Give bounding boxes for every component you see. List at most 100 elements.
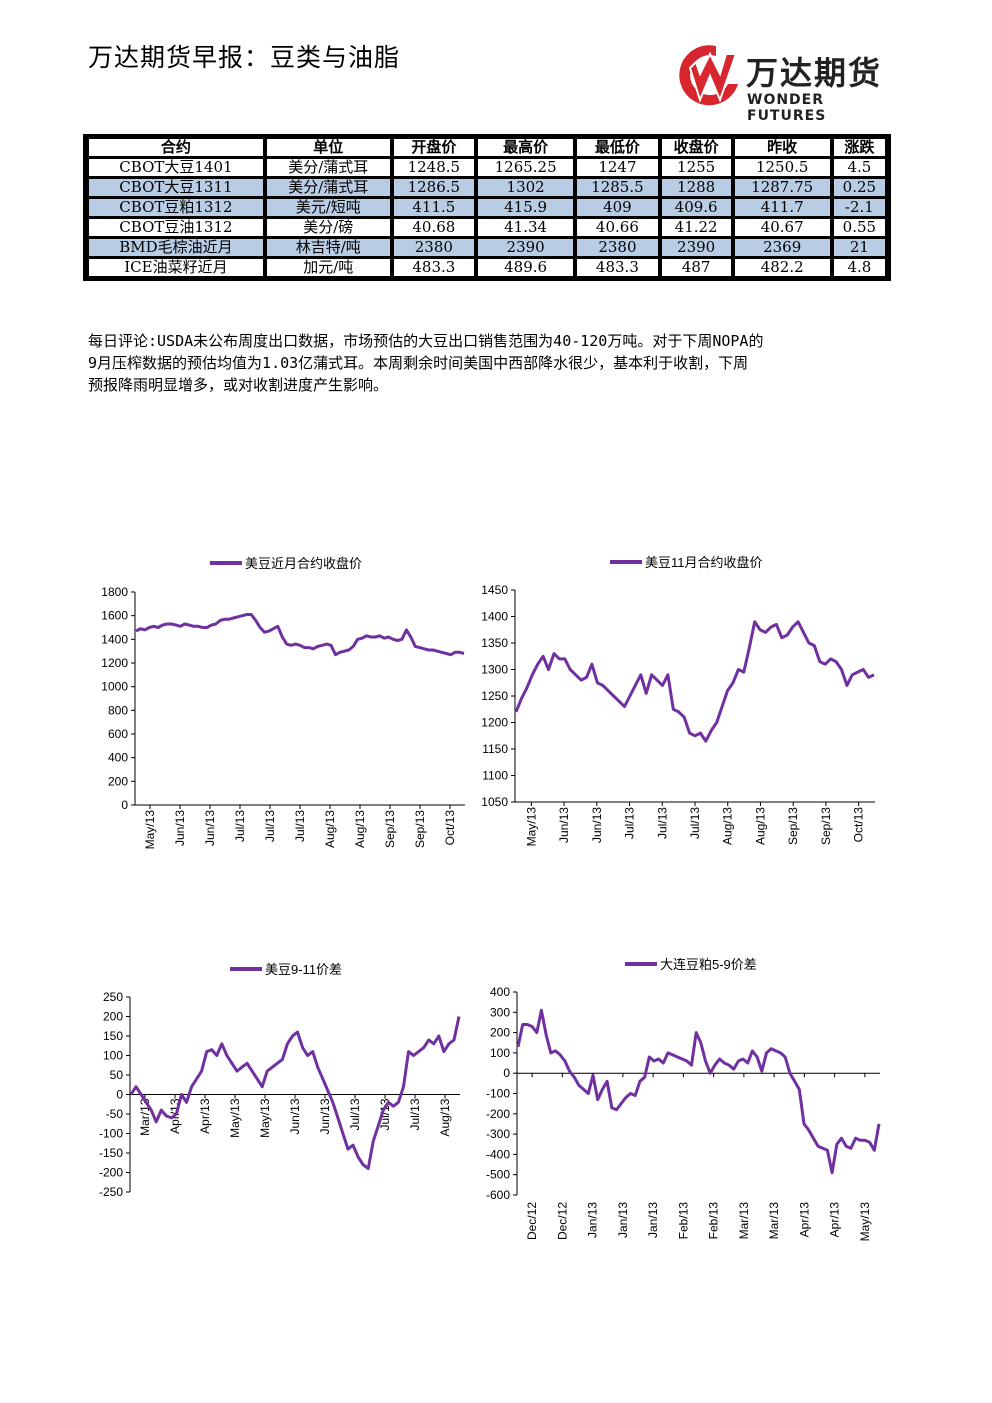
- header-change: 涨跌: [833, 139, 885, 156]
- x-tick-label: May/13: [228, 1098, 242, 1138]
- header-low: 最低价: [577, 139, 658, 156]
- y-tick-label: 100: [490, 1046, 510, 1060]
- cell-low: 40.66: [577, 219, 658, 236]
- cell-prev-close: 1287.75: [734, 179, 830, 196]
- y-tick-label: 300: [490, 1005, 510, 1019]
- y-tick-label: 800: [108, 703, 128, 717]
- x-tick-label: Aug/13: [721, 807, 735, 845]
- y-tick-label: 150: [103, 1029, 123, 1043]
- cell-low: 1285.5: [577, 179, 658, 196]
- chart-legend: 美豆11月合约收盘价: [610, 555, 763, 570]
- y-tick-label: 1150: [482, 742, 508, 756]
- y-tick-label: 1400: [101, 632, 128, 646]
- y-tick-label: -500: [486, 1168, 510, 1182]
- y-tick-label: 1600: [101, 609, 128, 623]
- y-tick-label: 1200: [481, 716, 508, 730]
- cell-change: 0.55: [833, 219, 885, 236]
- logo-text-cn: 万达期货: [746, 54, 883, 92]
- cell-low: 2380: [577, 239, 658, 256]
- x-tick-label: May/13: [858, 1202, 872, 1242]
- x-tick-label: Jan/13: [586, 1202, 600, 1238]
- x-tick-label: Apr/13: [797, 1202, 811, 1238]
- cell-high: 489.6: [478, 259, 574, 276]
- cell-prev-close: 2369: [734, 239, 830, 256]
- x-tick-label: Mar/13: [767, 1202, 781, 1240]
- company-logo: 万达期货 WONDER FUTURES: [676, 40, 896, 124]
- x-tick-label: Feb/13: [676, 1202, 690, 1240]
- y-tick-label: 0: [116, 1088, 123, 1102]
- y-tick-label: 200: [490, 1026, 510, 1040]
- cell-unit: 美分/蒲式耳: [266, 159, 390, 176]
- x-tick-label: Apr/13: [198, 1098, 212, 1134]
- x-tick-label: May/13: [143, 810, 157, 850]
- wonder-logo-icon: [679, 45, 738, 106]
- comment-line: 预报降雨明显增多，或对收割进度产生影响。: [88, 376, 389, 394]
- y-tick-label: 1300: [481, 663, 508, 677]
- y-tick-label: 1800: [101, 585, 128, 599]
- y-tick-label: 0: [121, 798, 128, 812]
- x-tick-label: Jun/13: [557, 807, 571, 843]
- y-tick-label: 1100: [482, 769, 508, 783]
- x-tick-label: Jul/13: [688, 807, 702, 839]
- y-tick-label: -100: [99, 1127, 123, 1141]
- y-tick-label: 1050: [481, 795, 508, 809]
- y-tick-label: 200: [108, 774, 128, 788]
- x-tick-label: Jul/13: [378, 1098, 392, 1130]
- x-tick-label: Jun/13: [173, 810, 187, 846]
- x-tick-label: May/13: [258, 1098, 272, 1138]
- cell-change: 4.8: [833, 259, 885, 276]
- table-header-row: 合约 单位 开盘价 最高价 最低价 收盘价 昨收 涨跌: [89, 139, 885, 156]
- chart-legend: 大连豆粕5-9价差: [625, 957, 757, 972]
- cell-open: 40.68: [393, 219, 475, 236]
- x-tick-label: Jul/13: [655, 807, 669, 839]
- chart-dalian-meal-5-9-spread: 大连豆粕5-9价差 -600 -500 -400 -300 -200 -100 0 100 200…: [486, 957, 881, 1242]
- x-tick-label: Aug/13: [438, 1098, 452, 1136]
- cell-low: 483.3: [577, 259, 658, 276]
- cell-close: 2390: [661, 239, 731, 256]
- x-tick-label: Jan/13: [616, 1202, 630, 1238]
- y-tick-label: 250: [103, 990, 123, 1004]
- y-tick-label: -400: [486, 1147, 510, 1161]
- cell-open: 411.5: [393, 199, 475, 216]
- comment-line: 9月压榨数据的预估均值为1.03亿蒲式耳。本周剩余时间美国中西部降水很少，基本利…: [88, 354, 749, 372]
- chart-legend: 美豆近月合约收盘价: [210, 556, 362, 571]
- cell-unit: 林吉特/吨: [266, 239, 390, 256]
- x-tick-label: Aug/13: [753, 807, 767, 845]
- x-tick-label: Jul/13: [348, 1098, 362, 1130]
- cell-high: 1302: [478, 179, 574, 196]
- x-tick-label: Apr/13: [828, 1202, 842, 1238]
- cell-close: 41.22: [661, 219, 731, 236]
- x-tick-label: Jan/13: [646, 1202, 660, 1238]
- x-tick-label: Sep/13: [819, 807, 833, 845]
- cell-contract: ICE油菜籽近月: [89, 259, 263, 276]
- legend-label: 美豆近月合约收盘价: [245, 556, 362, 571]
- series-line: [135, 613, 465, 657]
- y-tick-label: 1400: [481, 610, 508, 624]
- cell-unit: 美分/磅: [266, 219, 390, 236]
- cell-contract: CBOT大豆1311: [89, 179, 263, 196]
- cell-contract: CBOT大豆1401: [89, 159, 263, 176]
- chart-us-soy-nov-close: 美豆11月合约收盘价 1050 1100 1150 1200 1250 1300 1350 14…: [481, 555, 875, 846]
- cell-change: -2.1: [833, 199, 885, 216]
- x-tick-label: Sep/13: [786, 807, 800, 845]
- cell-change: 21: [833, 239, 885, 256]
- series-line: [514, 620, 875, 743]
- y-tick-label: -600: [486, 1188, 510, 1202]
- cell-high: 41.34: [478, 219, 574, 236]
- y-tick-label: 0: [503, 1066, 510, 1080]
- x-tick-label: Jun/13: [318, 1098, 332, 1134]
- x-tick-label: Jun/13: [590, 807, 604, 843]
- cell-prev-close: 411.7: [734, 199, 830, 216]
- x-tick-label: Aug/13: [353, 810, 367, 848]
- table-row: CBOT豆粕1312 美元/短吨 411.5 415.9 409 409.6 411.7 -2…: [89, 199, 885, 216]
- y-tick-label: -50: [106, 1107, 124, 1121]
- header-open: 开盘价: [393, 139, 475, 156]
- x-tick-label: Mar/13: [138, 1098, 152, 1136]
- y-tick-label: 400: [108, 751, 128, 765]
- cell-low: 1247: [577, 159, 658, 176]
- y-tick-label: 1200: [101, 656, 128, 670]
- cell-close: 1288: [661, 179, 731, 196]
- cell-contract: CBOT豆油1312: [89, 219, 263, 236]
- table-row: CBOT豆油1312 美分/磅 40.68 41.34 40.66 41.22 40.67 0…: [89, 219, 885, 236]
- header-prev-close: 昨收: [734, 139, 830, 156]
